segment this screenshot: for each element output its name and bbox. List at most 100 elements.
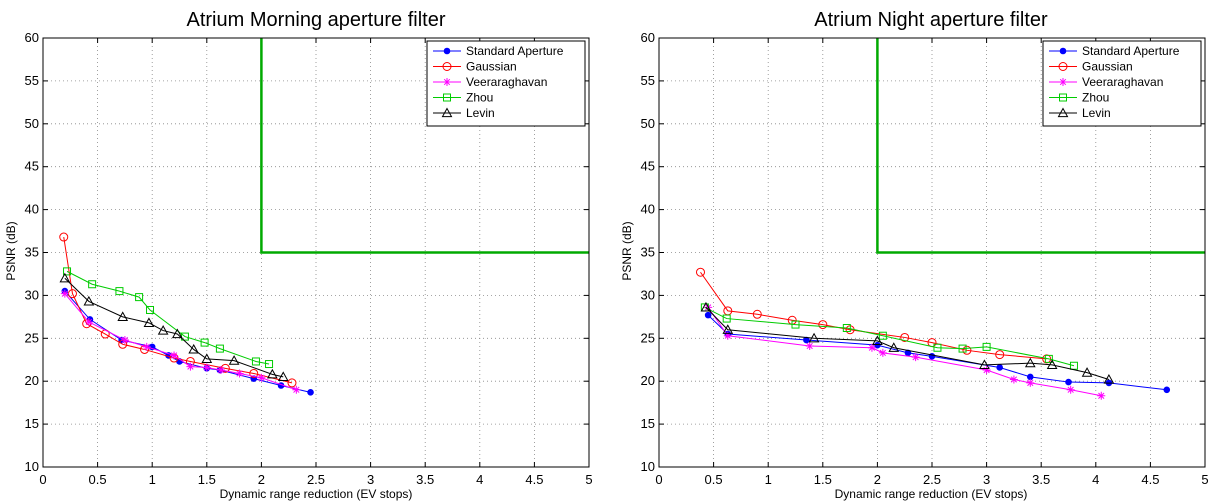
data-point [982,366,991,375]
data-point [143,317,155,327]
legend-item: Gaussian [433,60,517,74]
data-point [1044,354,1053,363]
y-tick-label: 10 [641,459,655,474]
chart-title: Atrium Morning aperture filter [187,9,446,31]
y-tick-label: 25 [25,330,39,345]
data-point [200,338,209,347]
data-point [867,343,876,352]
legend-item: Zhou [433,91,493,105]
legend-item: Standard Aperture [1049,44,1180,58]
series-line [66,270,270,365]
legend-label: Veeraraghavan [466,75,547,89]
legend-item: Veeraraghavan [433,75,547,89]
data-point [215,344,224,353]
legend-label: Levin [1082,106,1111,120]
y-tick-label: 15 [25,416,39,431]
data-point [888,342,900,352]
data-point [874,341,881,349]
data-point [979,359,990,369]
x-tick-label: 4.5 [1141,472,1159,487]
x-tick-label: 3.5 [416,472,434,487]
data-point [171,328,183,339]
data-point [135,293,144,302]
data-point [900,332,910,342]
data-point [996,364,1004,371]
data-point [292,385,301,394]
data-point [277,371,289,382]
legend-item: Zhou [1049,91,1109,105]
series-veeraraghavan [704,303,1106,400]
series-levin [700,301,1115,384]
axes-frame [42,37,590,468]
data-point [59,232,69,242]
legend-box [426,40,586,127]
x-tick-label: 0.5 [89,472,107,487]
y-tick-label: 60 [641,30,655,45]
data-point [1163,386,1171,394]
x-tick-label: 1 [149,472,156,487]
y-axis-label: PSNR (dB) [4,221,18,280]
y-tick-label: 10 [25,459,39,474]
data-point [170,351,179,360]
x-tick-label: 4 [1092,472,1099,487]
legend-item: Gaussian [1049,60,1133,74]
data-point [228,355,240,365]
data-point [1066,385,1075,394]
data-point [235,369,244,378]
y-tick-label: 15 [641,416,655,431]
data-point [722,314,731,323]
data-point [83,295,95,306]
x-tick-label: 0 [655,472,662,487]
x-axis-label: Dynamic range reduction (EV stops) [220,487,413,501]
legend-item: Standard Aperture [433,44,564,58]
data-point [911,353,920,362]
legend-marker [443,47,451,55]
data-point [216,366,225,375]
x-tick-label: 5 [1201,472,1208,487]
data-point [704,311,712,319]
legend-label: Standard Aperture [466,44,564,58]
grid: 0 0.5 1 1.5 2 2.5 3 3.5 4 4.5 5 10 15 20 25 30 35 40 45 50 5… [641,30,1209,487]
data-point [84,317,93,326]
legend-label: Gaussian [1082,60,1133,74]
y-tick-label: 30 [25,287,39,302]
y-tick-label: 45 [25,159,39,174]
series-line [704,306,1075,367]
data-point [808,332,820,343]
y-tick-label: 30 [641,287,655,302]
legend-marker [441,107,453,118]
y-tick-label: 50 [641,116,655,131]
data-point [1081,367,1093,377]
data-point [700,301,712,312]
data-point [818,320,828,330]
data-point [1026,373,1034,381]
legend-label: Levin [466,106,495,120]
series-zhou [700,303,1078,370]
x-tick-label: 4.5 [525,472,543,487]
legend-label: Zhou [1082,91,1109,105]
data-point [805,342,814,351]
y-tick-label: 45 [641,159,655,174]
legend-item: Levin [1049,106,1111,120]
legend-item: Veeraraghavan [1049,75,1163,89]
x-tick-label: 4 [476,472,483,487]
data-point [115,287,124,296]
x-tick-label: 1.5 [198,472,216,487]
data-point [157,325,169,335]
data-point [287,378,297,388]
data-point [791,320,800,329]
y-tick-label: 35 [25,245,39,260]
data-point [995,350,1005,360]
data-point [1103,373,1115,384]
chart-panel-night: Atrium Night aperture filter Dynamic ran… [620,9,1209,501]
x-tick-label: 0.5 [705,472,723,487]
data-point [257,373,266,382]
legend-item: Levin [433,106,495,120]
legend-marker [1059,93,1067,102]
y-tick-label: 55 [25,73,39,88]
chart-title: Atrium Night aperture filter [814,9,1048,31]
data-point [186,362,195,371]
y-tick-label: 25 [641,330,655,345]
data-point [1026,378,1035,387]
